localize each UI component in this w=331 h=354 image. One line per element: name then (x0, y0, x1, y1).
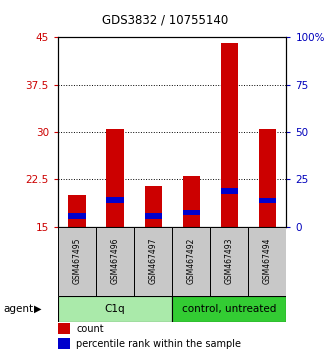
Bar (107, 129, 123, 227)
Text: ▶: ▶ (34, 304, 42, 314)
Bar (145, 185, 162, 227)
Text: GSM467495: GSM467495 (72, 238, 81, 284)
Bar (58, 296, 172, 322)
Bar (96, 227, 134, 296)
Text: GSM467493: GSM467493 (225, 238, 234, 284)
Text: GDS3832 / 10755140: GDS3832 / 10755140 (102, 13, 229, 27)
Bar (145, 213, 162, 219)
Bar (69, 213, 85, 219)
Bar (107, 197, 123, 202)
Text: agent: agent (3, 304, 33, 314)
Bar (183, 210, 200, 215)
Bar (134, 227, 172, 296)
Bar (259, 198, 276, 203)
Bar (58, 227, 96, 296)
Bar (58, 338, 71, 349)
Text: control, untreated: control, untreated (182, 304, 276, 314)
Bar (210, 227, 248, 296)
Bar (248, 227, 286, 296)
Bar (69, 195, 85, 227)
Text: GSM467496: GSM467496 (111, 238, 119, 284)
Bar (58, 323, 71, 334)
Text: percentile rank within the sample: percentile rank within the sample (76, 339, 241, 349)
Text: GSM467497: GSM467497 (149, 238, 158, 284)
Text: GSM467492: GSM467492 (187, 238, 196, 284)
Bar (259, 129, 276, 227)
Bar (172, 227, 210, 296)
Bar (221, 44, 238, 227)
Bar (172, 296, 286, 322)
Bar (183, 176, 200, 227)
Text: count: count (76, 324, 104, 334)
Bar (221, 188, 238, 194)
Text: GSM467494: GSM467494 (263, 238, 272, 284)
Text: C1q: C1q (105, 304, 125, 314)
